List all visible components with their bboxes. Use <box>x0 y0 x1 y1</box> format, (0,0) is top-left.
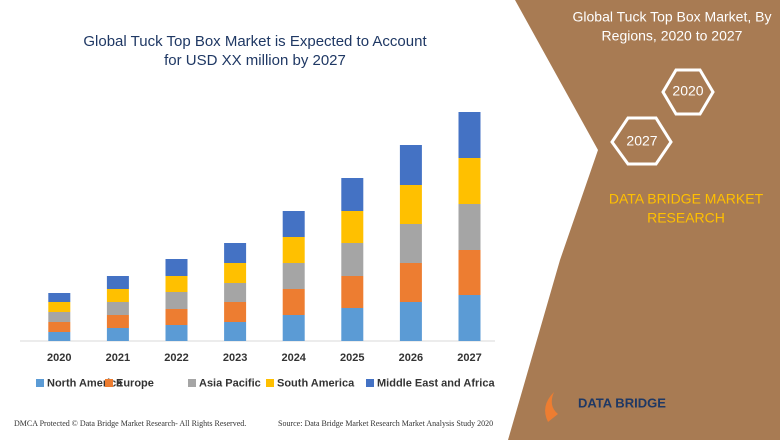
bar-segment <box>106 289 129 302</box>
footer-left: DMCA Protected © Data Bridge Market Rese… <box>14 419 246 428</box>
bar-segment <box>106 315 129 328</box>
bar-segment <box>48 312 71 322</box>
bar-segment <box>341 308 364 341</box>
legend-swatch <box>36 379 44 387</box>
legend-label: Europe <box>116 377 154 389</box>
bar-segment <box>282 315 305 341</box>
chart-title: Global Tuck Top Box Market is Expected t… <box>83 33 427 50</box>
bar-segment <box>399 302 422 341</box>
bar-segment <box>341 211 364 243</box>
legend-label: Asia Pacific <box>199 377 261 389</box>
x-tick-label: 2026 <box>399 352 423 364</box>
x-tick-label: 2024 <box>281 352 306 364</box>
bar-segment <box>165 259 188 276</box>
footer-right: Source: Data Bridge Market Research Mark… <box>278 419 493 428</box>
legend-swatch <box>366 379 374 387</box>
hex-label: 2027 <box>626 133 657 149</box>
logo-text: DATA BRIDGE <box>578 395 666 410</box>
bar-segment <box>341 243 364 276</box>
bar-segment <box>165 292 188 309</box>
bar-segment <box>48 322 71 332</box>
legend-label: South America <box>277 377 355 389</box>
bar-segment <box>48 332 71 341</box>
bar-segment <box>282 237 305 263</box>
bar-segment <box>458 250 481 295</box>
bar-segment <box>458 295 481 341</box>
x-tick-label: 2022 <box>164 352 188 364</box>
bar-segment <box>106 302 129 315</box>
panel-title: Global Tuck Top Box Market, By <box>573 9 772 25</box>
bar-segment <box>106 276 129 289</box>
x-tick-label: 2027 <box>457 352 481 364</box>
brand-text: RESEARCH <box>647 210 725 226</box>
bar-segment <box>165 276 188 292</box>
bar-segment <box>48 293 71 302</box>
hex-label: 2020 <box>672 83 703 99</box>
bar-segment <box>399 263 422 302</box>
logo-mark <box>545 392 558 422</box>
x-tick-label: 2023 <box>223 352 247 364</box>
bar-segment <box>399 145 422 185</box>
bar-segment <box>224 322 247 341</box>
legend-label: North America <box>47 377 123 389</box>
brand-text: DATA BRIDGE MARKET <box>609 191 764 207</box>
bar-segment <box>165 309 188 325</box>
side-panel <box>508 0 780 440</box>
legend-swatch <box>105 379 113 387</box>
legend-label: Middle East and Africa <box>377 377 495 389</box>
bar-segment <box>282 211 305 237</box>
hexagon <box>661 68 715 116</box>
x-tick-label: 2021 <box>106 352 130 364</box>
bar-segment <box>458 112 481 158</box>
bar-segment <box>165 325 188 341</box>
bar-segment <box>458 204 481 250</box>
hexagon <box>610 116 673 166</box>
panel-title: Regions, 2020 to 2027 <box>602 28 743 44</box>
bar-segment <box>341 276 364 308</box>
legend-swatch <box>266 379 274 387</box>
x-tick-label: 2025 <box>340 352 364 364</box>
bar-segment <box>458 158 481 204</box>
bar-segment <box>224 243 247 263</box>
bar-segment <box>399 185 422 224</box>
bar-segment <box>48 302 71 312</box>
bar-segment <box>224 302 247 322</box>
bar-segment <box>399 224 422 263</box>
bar-segment <box>282 263 305 289</box>
bar-segment <box>224 263 247 283</box>
bar-segment <box>106 328 129 341</box>
bar-segment <box>341 178 364 211</box>
x-tick-label: 2020 <box>47 352 71 364</box>
legend-swatch <box>188 379 196 387</box>
chart-title: for USD XX million by 2027 <box>164 52 346 69</box>
bar-segment <box>282 289 305 315</box>
bar-segment <box>224 283 247 302</box>
